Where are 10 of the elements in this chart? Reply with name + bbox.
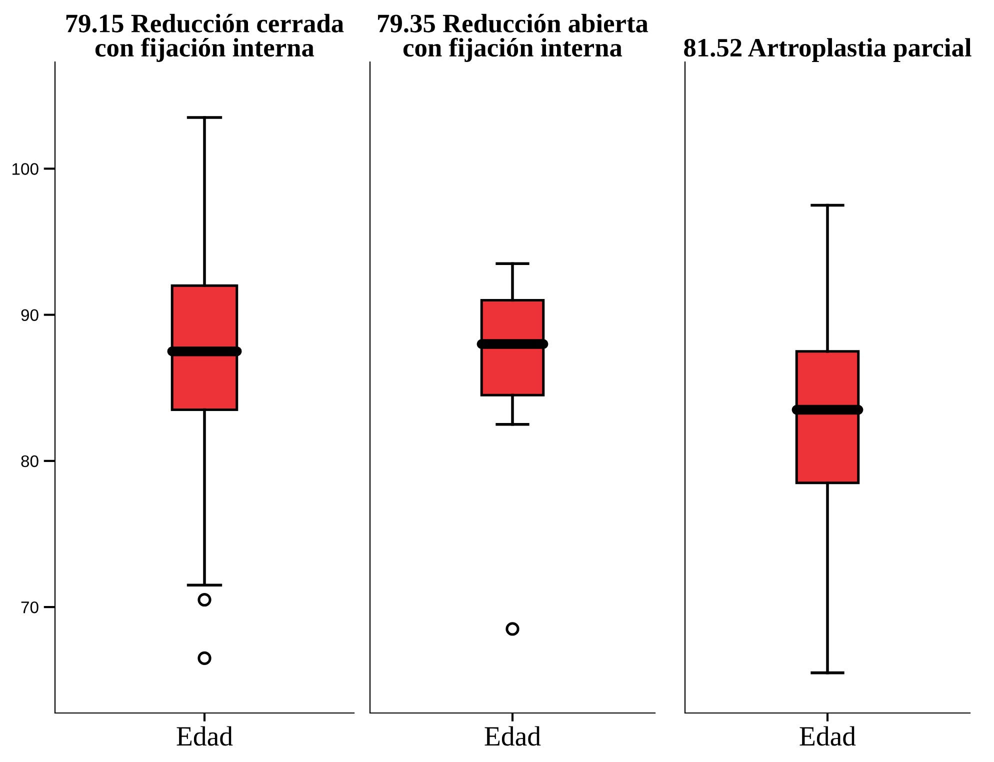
y-tick-label: 100 [12, 163, 38, 175]
y-tick-label: 80 [21, 455, 38, 468]
chart-title: 81.52 Artroplastia parcial [684, 38, 972, 62]
y-tick-label: 90 [21, 309, 38, 322]
x-tick-label: Edad [484, 726, 541, 746]
chart-title: 79.35 Reducción abierta con fijación interna [378, 14, 648, 62]
x-tick-label: Edad [176, 726, 233, 746]
x-tick-label: Edad [800, 726, 856, 746]
chart-title: 79.15 Reducción cerrada con fijación interna [66, 14, 344, 62]
y-tick-label: 70 [21, 601, 38, 614]
